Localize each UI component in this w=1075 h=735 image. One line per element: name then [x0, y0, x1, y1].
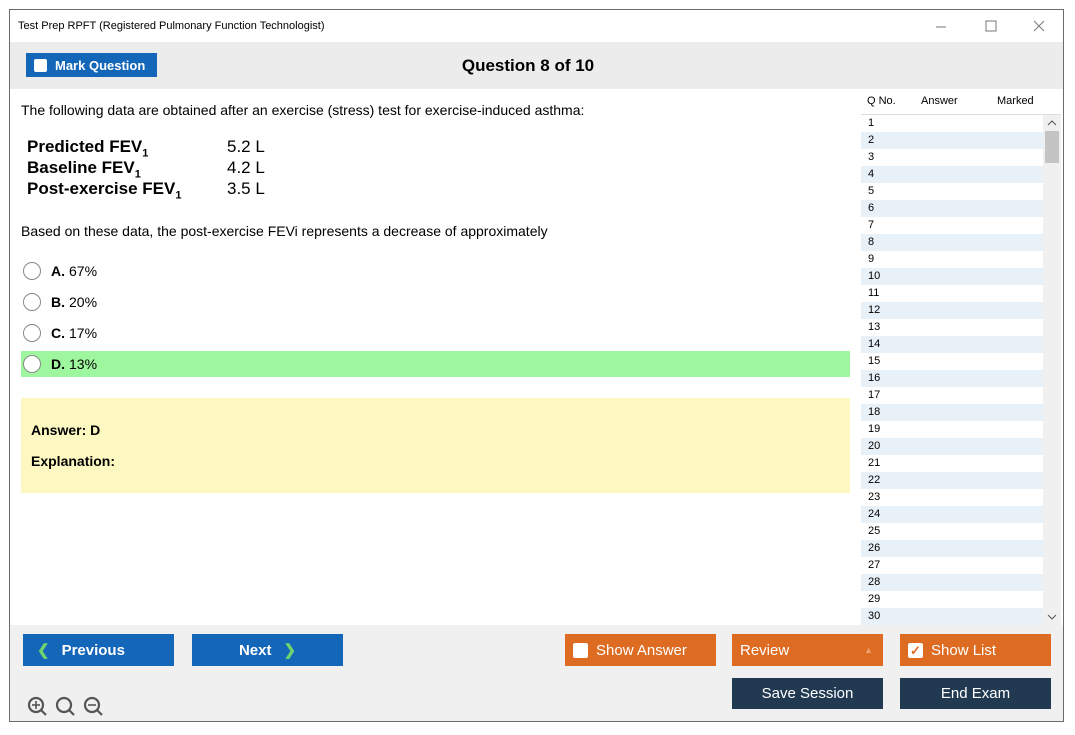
button-label: Show List — [931, 641, 997, 659]
data-label: Predicted FEV1 — [27, 137, 148, 159]
option-letter: A. — [51, 263, 65, 279]
list-row[interactable]: 30 — [861, 608, 1043, 625]
list-row[interactable]: 25 — [861, 523, 1043, 540]
question-counter: Question 8 of 10 — [461, 56, 595, 75]
show-list-button[interactable]: ✓ Show List — [900, 634, 1051, 666]
answer-text: Answer: D — [31, 422, 101, 438]
app-window: Test Prep RPFT (Registered Pulmonary Fun… — [9, 9, 1064, 722]
list-row[interactable]: 24 — [861, 506, 1043, 523]
list-row[interactable]: 2 — [861, 132, 1043, 149]
button-label: Save Session — [761, 685, 854, 702]
option-text: 67% — [69, 263, 98, 279]
list-row[interactable]: 12 — [861, 302, 1043, 319]
list-row[interactable]: 26 — [861, 540, 1043, 557]
column-header: Q No. — [867, 95, 896, 107]
list-row[interactable]: 29 — [861, 591, 1043, 608]
label-text: Predicted FEV — [27, 137, 143, 156]
toolbar: Mark Question Question 8 of 10 — [10, 42, 1063, 89]
window-controls[interactable] — [930, 18, 1050, 34]
list-row[interactable]: 16 — [861, 370, 1043, 387]
title-bar: Test Prep RPFT (Registered Pulmonary Fun… — [10, 10, 1063, 42]
radio-button — [23, 355, 41, 373]
data-value: 5.2 L — [227, 137, 265, 156]
explanation-label: Explanation: — [31, 453, 116, 469]
option-text: 13% — [69, 356, 98, 372]
list-row[interactable]: 18 — [861, 404, 1043, 421]
data-value: 3.5 L — [227, 179, 265, 198]
answer-option[interactable]: D. 13% — [21, 351, 850, 377]
list-row[interactable]: 17 — [861, 387, 1043, 404]
answer-box: Answer: D Explanation: — [21, 398, 850, 493]
option-letter: B. — [51, 294, 65, 310]
column-header: Answer — [921, 95, 958, 107]
button-label: Mark Question — [55, 57, 146, 73]
next-button[interactable]: Next ❯ — [192, 634, 343, 666]
end-exam-button[interactable]: End Exam — [900, 678, 1051, 709]
radio-button — [23, 293, 41, 311]
list-row[interactable]: 21 — [861, 455, 1043, 472]
question-prompt: Based on these data, the post-exercise F… — [21, 223, 548, 239]
data-label: Baseline FEV1 — [27, 158, 141, 180]
radio-button — [23, 262, 41, 280]
label-text: Baseline FEV — [27, 158, 135, 177]
list-row[interactable]: 22 — [861, 472, 1043, 489]
button-label: Show Answer — [596, 641, 687, 659]
list-row[interactable]: 7 — [861, 217, 1043, 234]
review-button[interactable]: Review ▲ — [732, 634, 883, 666]
radio-button — [23, 324, 41, 342]
list-row[interactable]: 10 — [861, 268, 1043, 285]
question-intro: The following data are obtained after an… — [21, 102, 585, 118]
list-row[interactable]: 13 — [861, 319, 1043, 336]
question-pane: The following data are obtained after an… — [10, 89, 860, 625]
mark-question-button[interactable]: Mark Question — [26, 53, 157, 77]
answer-option[interactable]: B. 20% — [21, 289, 850, 315]
list-row[interactable]: 4 — [861, 166, 1043, 183]
list-row[interactable]: 20 — [861, 438, 1043, 455]
label-subscript: 1 — [175, 189, 182, 202]
column-header: Marked — [997, 95, 1034, 107]
button-label: Next — [238, 641, 272, 659]
option-text: 17% — [69, 325, 98, 341]
label-subscript: 1 — [134, 168, 141, 181]
list-row[interactable]: 23 — [861, 489, 1043, 506]
label-text: Post-exercise FEV — [27, 179, 176, 198]
zoom-controls[interactable] — [26, 695, 112, 719]
list-row[interactable]: 27 — [861, 557, 1043, 574]
save-session-button[interactable]: Save Session — [732, 678, 883, 709]
list-row[interactable]: 6 — [861, 200, 1043, 217]
list-header: Q No. Answer Marked — [861, 89, 1061, 115]
show-answer-button[interactable]: Show Answer — [565, 634, 716, 666]
list-row[interactable]: 1 — [861, 115, 1043, 132]
list-row[interactable]: 3 — [861, 149, 1043, 166]
list-row[interactable]: 8 — [861, 234, 1043, 251]
data-label: Post-exercise FEV1 — [27, 179, 181, 201]
list-row[interactable]: 19 — [861, 421, 1043, 438]
answer-option[interactable]: A. 67% — [21, 258, 850, 284]
list-row[interactable]: 11 — [861, 285, 1043, 302]
option-letter: D. — [51, 356, 65, 372]
data-value: 4.2 L — [227, 158, 265, 177]
button-label: Review — [740, 641, 790, 659]
footer: ❮ Previous Next ❯ Show Answer Review ▲ ✓ Sho… — [10, 625, 1063, 721]
list-row[interactable]: 15 — [861, 353, 1043, 370]
label-subscript: 1 — [142, 147, 149, 160]
scrollbar[interactable] — [1043, 115, 1061, 625]
option-letter: C. — [51, 325, 65, 341]
list-row[interactable]: 14 — [861, 336, 1043, 353]
answer-option[interactable]: C. 17% — [21, 320, 850, 346]
window-title: Test Prep RPFT (Registered Pulmonary Fun… — [18, 20, 325, 32]
previous-button[interactable]: ❮ Previous — [23, 634, 174, 666]
list-row[interactable]: 5 — [861, 183, 1043, 200]
list-row[interactable]: 28 — [861, 574, 1043, 591]
button-label: End Exam — [940, 685, 1011, 702]
button-label: Previous — [61, 641, 125, 659]
option-text: 20% — [69, 294, 98, 310]
list-row[interactable]: 9 — [861, 251, 1043, 268]
